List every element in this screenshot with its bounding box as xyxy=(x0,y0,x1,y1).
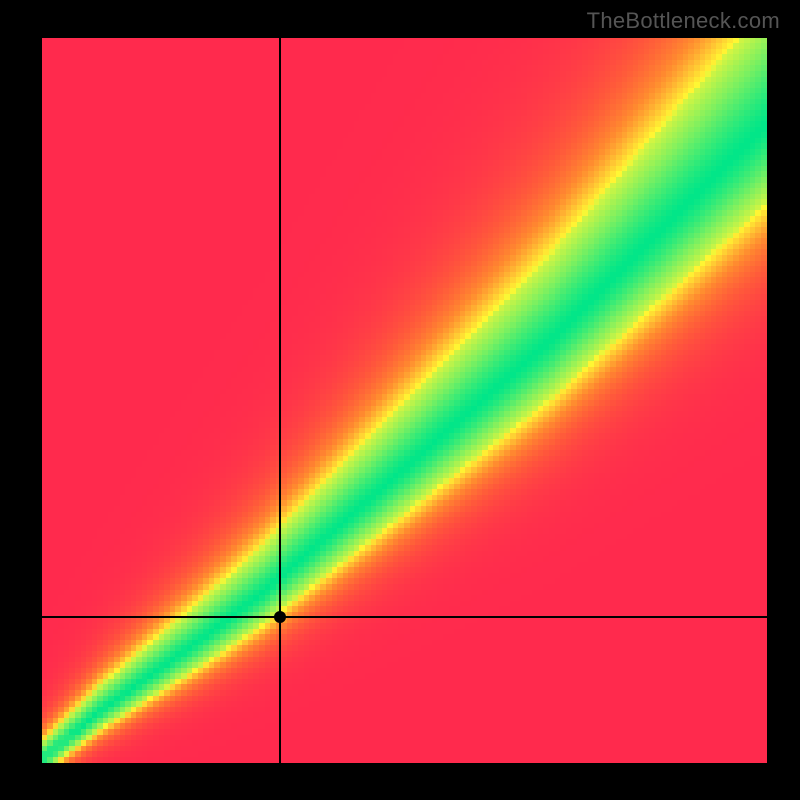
bottleneck-heatmap xyxy=(42,38,767,763)
plot-area xyxy=(42,38,767,763)
watermark-text: TheBottleneck.com xyxy=(587,8,780,34)
chart-container: TheBottleneck.com xyxy=(0,0,800,800)
crosshair-marker xyxy=(274,611,286,623)
crosshair-vertical xyxy=(279,38,281,763)
crosshair-horizontal xyxy=(42,616,767,618)
